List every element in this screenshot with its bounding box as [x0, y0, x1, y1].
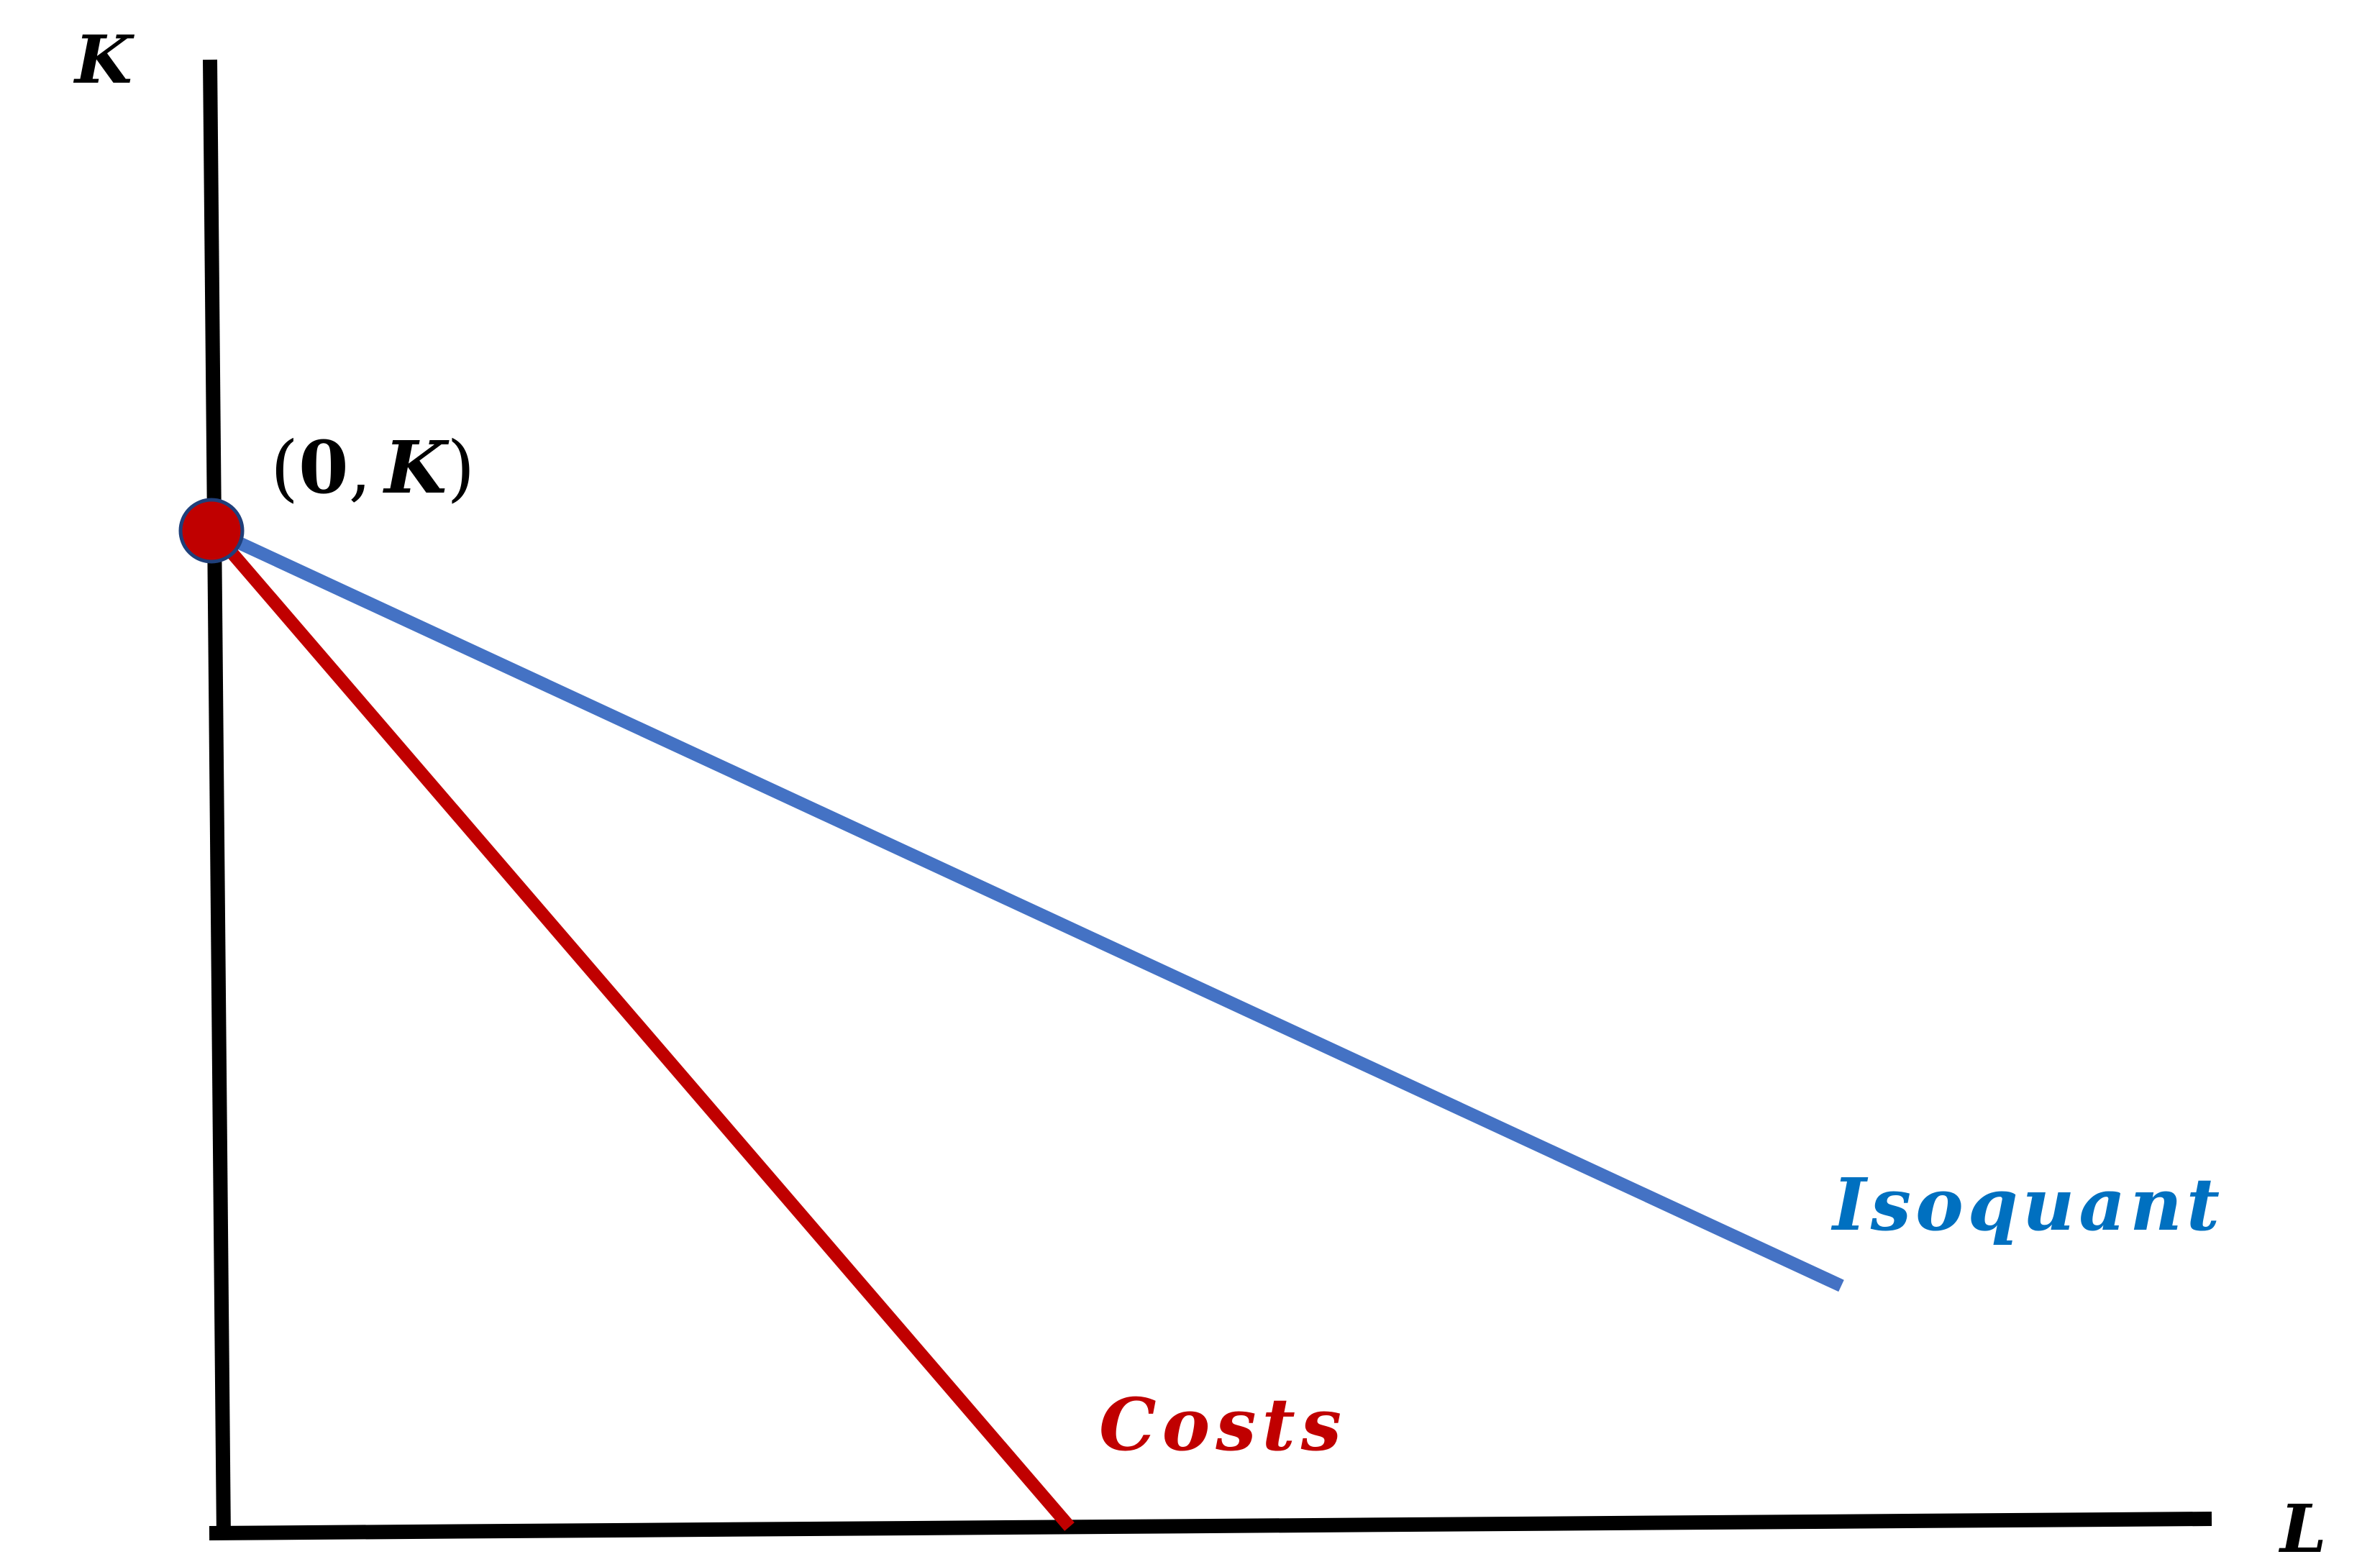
- corner-point: [178, 498, 245, 564]
- isoquant-line: [210, 524, 1844, 1292]
- costs-label: Costs: [1099, 1382, 1347, 1467]
- point-label-close-paren: ): [447, 426, 475, 510]
- y-axis: [203, 59, 231, 1540]
- x-axis: [209, 1512, 2212, 1540]
- x-axis-label: L: [2278, 1490, 2327, 1567]
- y-axis-label: K: [73, 21, 135, 99]
- isoquant-label: Isoquant: [1830, 1162, 2224, 1247]
- point-label-comma: ,: [349, 426, 372, 510]
- point-label-open-paren: (: [270, 426, 298, 510]
- point-label-zero: 0: [298, 425, 349, 510]
- point-label: (0, K): [270, 425, 475, 510]
- costs-line: [208, 526, 1075, 1531]
- point-label-k: K: [382, 425, 450, 510]
